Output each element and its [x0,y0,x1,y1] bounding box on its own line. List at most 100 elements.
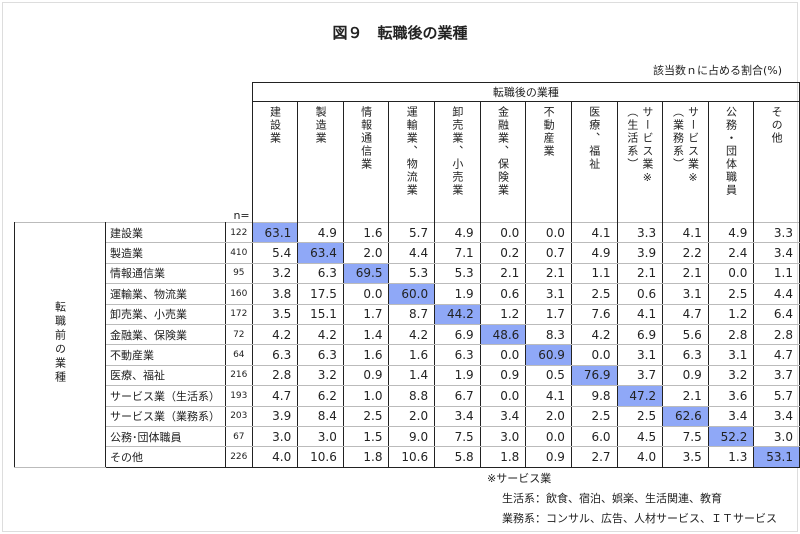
cell: 6.3 [297,262,344,285]
cell: 2.0 [525,405,572,427]
column-header-label: 公務・団体職員 [724,106,738,197]
row-n: 95 [225,262,253,285]
cell: 6.9 [616,323,664,346]
cell: 2.1 [662,385,709,407]
cell: 7.5 [434,425,481,448]
cell: 2.1 [525,262,572,285]
cell-highlighted: 44.2 [434,303,481,325]
cell: 3.4 [753,242,800,264]
cell: 2.0 [388,405,436,427]
cell: 6.4 [753,303,800,325]
footnote-line1: 生活系：飲食、宿泊、娯楽、生活関連、教育 [502,492,722,505]
cell: 3.0 [297,425,344,448]
cell: 4.2 [251,323,299,346]
cell-highlighted: 60.9 [525,344,572,366]
cell: 4.2 [297,323,344,346]
cell: 1.9 [434,364,481,387]
cell: 3.7 [753,364,800,387]
cell: 6.3 [251,344,299,366]
table-row: サービス業（生活系） 193 4.7 6.2 1.0 8.8 6.7 0.0 4.1 9.8 47.… [15,385,800,407]
cell: 3.0 [251,425,299,448]
column-header: 製造業 [297,101,344,223]
row-n: 226 [225,446,253,468]
cell: 3.1 [662,283,709,305]
column-header: 建設業 [251,101,299,223]
cell: 1.8 [479,446,527,468]
row-label: 公務･団体職員 [105,425,226,448]
row-label: その他 [105,446,226,468]
row-label: サービス業（業務系） [105,405,226,427]
cell: 1.0 [342,385,390,407]
cell: 2.5 [570,283,618,305]
cell: 4.4 [388,242,436,264]
row-n: 67 [225,425,253,448]
cell: 0.0 [479,344,527,366]
cell: 5.7 [753,385,800,407]
data-table: 転職後の業種 n= 建設業 製造業 情報通信業 運輸業、物流業 卸売業、小売業 金融業、保… [14,82,800,468]
column-header: サービス業※ （生活系） [616,101,664,223]
cell: 4.7 [662,303,709,325]
cell: 0.6 [479,283,527,305]
cell: 4.9 [570,242,618,264]
cell: 0.6 [616,283,664,305]
table-row: 転職前の業種 建設業 122 63.1 4.9 1.6 5.7 4.9 0.0 0.0 4.1 3.3… [14,221,800,468]
cell: 9.0 [388,425,436,448]
cell: 4.5 [616,425,664,448]
cell: 0.7 [525,242,572,264]
cell: 2.5 [342,405,390,427]
column-header-label: 卸売業、小売業 [450,106,464,197]
cell-highlighted: 48.6 [479,323,527,346]
cell: 3.4 [753,405,800,427]
cell: 8.7 [388,303,436,325]
column-header: 不動産業 [525,101,572,223]
cell: 7.6 [570,303,618,325]
table-row: 公務･団体職員 67 3.0 3.0 1.5 9.0 7.5 3.0 0.0 6.0 4.5 7.5 5… [15,425,800,448]
row-label: 製造業 [105,242,226,264]
row-label: 不動産業 [105,344,226,366]
cell: 0.9 [342,364,390,387]
cell: 5.4 [251,242,299,264]
cell: 3.2 [297,364,344,387]
row-label: サービス業（生活系） [105,385,226,407]
column-header: その他 [753,101,800,223]
column-header: サービス業※ （業務系） [662,101,709,223]
cell: 4.1 [570,221,618,244]
cell: 0.9 [525,446,572,468]
cell: 4.4 [753,283,800,305]
column-header-sublabel: （業務系） [671,106,685,171]
footnote-head: ※サービス業 [487,472,552,485]
cell: 10.6 [297,446,344,468]
table-row: 金融業、保険業 72 4.2 4.2 1.4 4.2 6.9 48.6 8.3 4.2 6.9 5.6… [15,323,800,346]
cell: 1.5 [342,425,390,448]
column-header-label: サービス業※ [640,106,654,186]
cell: 0.0 [707,262,755,285]
cell: 2.4 [707,242,755,264]
footnote-line2: 業務系：コンサル、広告、人材サービス、ＩＴサービス [502,512,777,525]
column-header: 金融業、保険業 [479,101,527,223]
cell: 8.4 [297,405,344,427]
cell: 4.9 [297,221,344,244]
cell: 1.8 [342,446,390,468]
cell: 5.6 [662,323,709,346]
row-label: 医療、福祉 [105,364,226,387]
cell: 1.2 [479,303,527,325]
cell: 2.8 [707,323,755,346]
cell: 5.3 [434,262,481,285]
cell: 15.1 [297,303,344,325]
table-row: 不動産業 64 6.3 6.3 1.6 1.6 6.3 0.0 60.9 0.0 3.1 6.3 3.1… [15,344,800,366]
cell: 4.9 [434,221,481,244]
row-label: 建設業 [105,221,226,244]
table-row: その他 226 4.0 10.6 1.8 10.6 5.8 1.8 0.9 2.7 4.0 3.5 1.… [15,446,800,468]
cell: 0.0 [525,221,572,244]
table-row: 運輸業、物流業 160 3.8 17.5 0.0 60.0 1.9 0.6 3.1 2.5 0.6 3… [15,283,800,305]
column-header-label: 不動産業 [542,106,556,158]
cell: 4.7 [251,385,299,407]
column-header: 卸売業、小売業 [434,101,481,223]
cell: 2.0 [342,242,390,264]
row-label: 卸売業、小売業 [105,303,226,325]
cell: 4.7 [753,344,800,366]
cell: 2.8 [753,323,800,346]
cell: 6.9 [434,323,481,346]
cell: 3.1 [525,283,572,305]
cell: 2.7 [570,446,618,468]
